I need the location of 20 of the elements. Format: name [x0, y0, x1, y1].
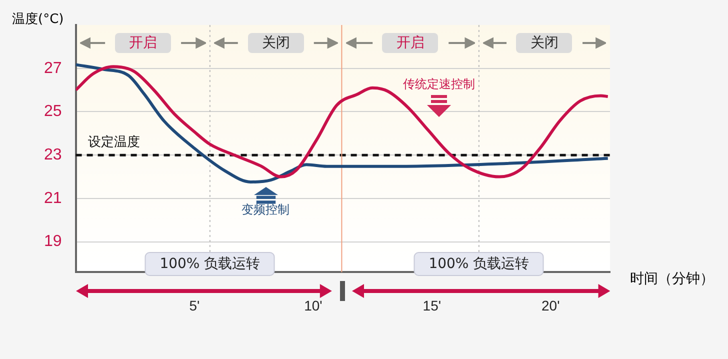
annotation: 开启 — [114, 32, 171, 53]
annotation: 100% 负载运转 — [144, 252, 276, 276]
annotation: 关闭 — [248, 32, 304, 53]
y-tick-label: 27 — [44, 60, 62, 77]
y-tick-label: 21 — [44, 190, 62, 207]
x-tick-label: 5' — [189, 297, 200, 314]
annotation: 关闭 — [516, 32, 572, 53]
series-label: 传统定速控制 — [403, 76, 476, 91]
y-tick-label: 25 — [44, 103, 62, 120]
series-label: 变频控制 — [242, 202, 290, 217]
annotation: 开启 — [382, 32, 438, 53]
y-axis-title: 温度(°C) — [12, 11, 64, 28]
y-tick-label: 19 — [44, 233, 62, 250]
annotation: 100% 负载运转 — [414, 252, 544, 276]
y-tick-label: 23 — [44, 146, 62, 164]
x-tick-label: 15' — [422, 297, 442, 314]
x-tick-label: 20' — [542, 297, 560, 314]
ref-line-label: 设定温度 — [88, 134, 140, 150]
x-axis-title: 时间（分钟） — [630, 270, 714, 288]
x-tick-label: 10' — [304, 297, 322, 314]
